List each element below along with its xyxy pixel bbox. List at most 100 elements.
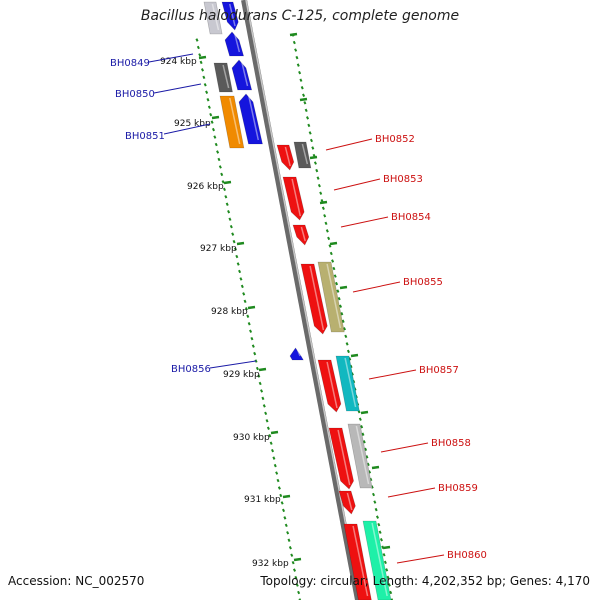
gene-leader-bh0853	[333, 178, 381, 191]
tick-dot	[308, 131, 312, 135]
tick-dot	[346, 349, 350, 354]
tick-dot	[209, 112, 213, 117]
tick-dot	[368, 470, 372, 474]
tick-dot	[309, 138, 313, 143]
tick-dot	[287, 538, 291, 542]
gene-arrow-bh0851-b-shine	[248, 95, 260, 141]
gene-label-bh0851: BH0851	[125, 131, 165, 142]
tick-dot	[283, 516, 287, 520]
tick-dot	[340, 312, 344, 316]
tick-dot	[324, 221, 328, 226]
gene-arrow-bh0859-shine	[346, 492, 353, 511]
left-tick-track	[195, 38, 302, 602]
gene-label-bh0857: BH0857	[419, 365, 459, 376]
tick-dot	[229, 224, 233, 229]
tick-dot	[240, 284, 244, 289]
gene-arrow-bh0857-a-shine	[326, 361, 338, 409]
ruler-label: 925 kbp	[174, 119, 211, 129]
tick-dot	[255, 366, 259, 371]
ruler-label: 931 kbp	[244, 495, 281, 505]
major-tick	[211, 115, 220, 120]
gene-arrow-bh0855-b	[317, 261, 345, 333]
tick-dot	[232, 239, 236, 244]
tick-dot	[233, 247, 237, 251]
gene-arrow-bh0860-a-shine	[352, 525, 369, 597]
tick-dot	[331, 259, 335, 263]
major-tick	[319, 200, 328, 205]
accession-text: Accession: NC_002570	[8, 574, 145, 588]
tick-dot	[282, 508, 286, 513]
gene-arrow-bh0857-a	[317, 359, 342, 413]
tick-dot	[319, 191, 323, 195]
tick-dot	[292, 568, 297, 572]
tick-dot	[254, 359, 258, 363]
tick-dot	[291, 560, 295, 565]
ruler-label: 930 kbp	[233, 433, 270, 443]
gene-arrow-bh0853	[282, 176, 305, 221]
gene-arrow-bh0848	[203, 1, 223, 35]
gene-arrow-bh0851-a-shine	[229, 97, 241, 145]
gene-arrow-bh0852-b	[293, 141, 312, 169]
ruler-label: 927 kbp	[200, 244, 237, 254]
gene-arrow-bh0858-b	[347, 423, 373, 489]
tick-dot	[279, 493, 283, 498]
major-tick	[293, 557, 302, 562]
tick-dot	[290, 553, 294, 557]
tick-dot	[316, 176, 320, 180]
tick-dot	[373, 500, 377, 504]
tick-dot	[383, 560, 387, 565]
tick-dot	[276, 478, 280, 483]
tick-dot	[288, 546, 292, 550]
gene-arrow-bh0852-a	[276, 144, 295, 171]
tick-dot	[275, 471, 279, 475]
tick-dot	[211, 127, 215, 132]
major-tick	[198, 55, 207, 60]
tick-dot	[214, 142, 218, 147]
tick-dot	[273, 463, 277, 468]
tick-dot	[224, 195, 228, 199]
gene-label-bh0852: BH0852	[375, 134, 415, 145]
tick-dot	[198, 53, 202, 57]
tick-dot	[235, 254, 239, 259]
gene-label-bh0854: BH0854	[391, 212, 431, 223]
topology-text: Topology: circular; Length: 4,202,352 bp…	[260, 574, 590, 588]
tick-dot	[294, 48, 298, 52]
tick-dot	[210, 120, 214, 124]
major-tick	[223, 180, 232, 185]
gene-arrow-bh0856-shine	[296, 349, 301, 357]
tick-dot	[207, 105, 211, 109]
gene-arrow-bh0858-a	[328, 427, 354, 490]
tick-dot	[242, 292, 246, 296]
tick-dot	[246, 314, 250, 318]
gene-label-bh0856: BH0856	[171, 364, 211, 375]
tick-dot	[199, 60, 203, 65]
tick-dot	[280, 501, 284, 505]
major-tick	[382, 545, 391, 550]
gene-leader-bh0854	[340, 216, 389, 228]
gene-label-bh0860: BH0860	[447, 550, 487, 561]
tick-dot	[271, 448, 275, 453]
tick-dot	[250, 336, 254, 341]
tick-dot	[296, 63, 300, 67]
gene-leader-bh0855	[352, 281, 401, 293]
tick-dot	[244, 307, 248, 311]
gene-arrow-bh0849	[224, 31, 244, 57]
gene-arrow-bh0860-b-shine	[371, 522, 388, 597]
gene-label-bh0850: BH0850	[115, 89, 155, 100]
ruler-label: 932 kbp	[252, 559, 289, 569]
tick-dot	[243, 299, 247, 304]
major-tick	[371, 465, 380, 470]
gene-arrow-bh0850-b	[231, 59, 253, 91]
tick-dot	[260, 389, 264, 393]
tick-dot	[251, 344, 255, 348]
tick-dot	[268, 434, 272, 438]
tick-dot	[311, 146, 315, 150]
tick-dot	[332, 266, 336, 271]
major-tick	[329, 241, 338, 246]
tick-dot	[195, 38, 199, 42]
tick-dot	[238, 269, 242, 274]
major-tick	[360, 410, 369, 415]
tick-dot	[221, 180, 225, 184]
major-tick	[282, 494, 291, 499]
